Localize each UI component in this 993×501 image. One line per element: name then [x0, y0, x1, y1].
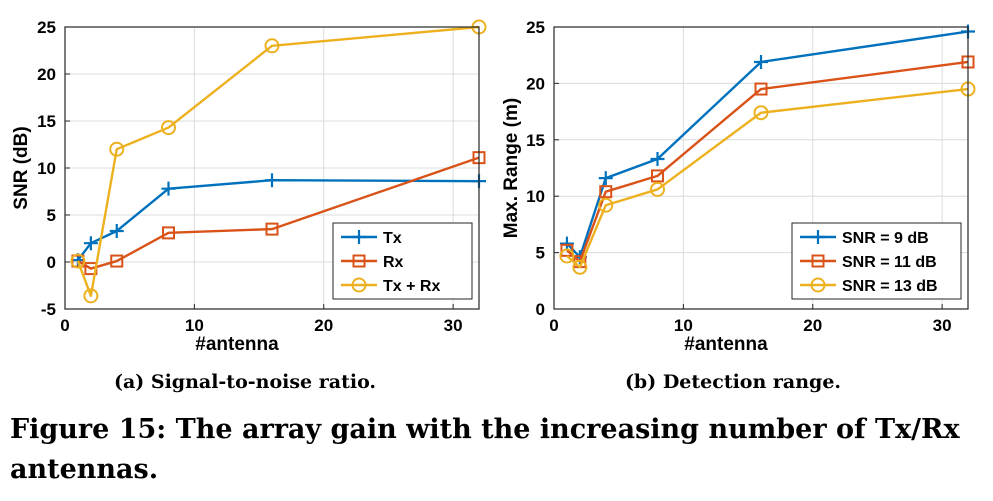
legend-marker	[810, 277, 826, 293]
data-point	[572, 259, 588, 275]
data-point	[650, 181, 665, 197]
data-point	[754, 82, 768, 96]
data-point	[599, 185, 613, 199]
x-tick-label: 30	[933, 316, 952, 335]
x-tick-label: 0	[60, 316, 69, 335]
y-tick-label: 15	[37, 112, 56, 131]
data-point	[650, 151, 665, 166]
y-tick-label: 25	[526, 18, 545, 37]
y-tick-label: 25	[37, 18, 56, 37]
x-tick-label: 10	[674, 316, 693, 335]
data-point	[753, 105, 769, 121]
x-axis-label: #antenna	[195, 334, 279, 355]
y-tick-label: 0	[47, 253, 56, 272]
x-tick-label: 30	[444, 316, 463, 335]
data-point	[109, 141, 125, 157]
y-tick-label: 20	[37, 65, 56, 84]
subfigure-caption: (b) Detection range.	[625, 371, 841, 393]
series-line-0	[566, 30, 969, 259]
y-tick-label: 0	[536, 300, 545, 319]
series-line-1	[77, 156, 480, 270]
y-tick-label: 5	[47, 206, 56, 225]
data-point	[70, 253, 86, 269]
axes-box	[553, 26, 969, 310]
legend-label: SNR = 11 dB	[842, 254, 937, 271]
data-point	[651, 169, 664, 183]
data-point	[110, 254, 124, 268]
data-point	[598, 171, 613, 186]
legend-label: Tx + Rx	[383, 278, 440, 295]
data-point	[598, 197, 614, 213]
data-point	[109, 223, 124, 238]
chart-detection-range: 0 10 20 30 0 5 10 15 20 25 #antenna Max. Range (m) S…	[501, 18, 976, 393]
y-axis-label: Max. Range (m)	[501, 98, 522, 238]
legend-marker	[811, 230, 825, 244]
x-axis-label: #antenna	[684, 334, 768, 355]
legend-marker	[352, 254, 366, 268]
data-point	[559, 236, 574, 251]
y-tick-label: 10	[526, 187, 545, 206]
y-tick-label: 15	[526, 131, 545, 150]
x-tick-label: 0	[549, 316, 558, 335]
data-point	[83, 236, 98, 251]
x-tick-label: 20	[314, 316, 333, 335]
legend-marker	[811, 254, 825, 268]
y-tick-label: 5	[536, 244, 545, 263]
series-line-1	[566, 60, 969, 263]
series-line-0	[76, 179, 480, 261]
legend-label: SNR = 9 dB	[842, 230, 929, 247]
y-tick-label: 10	[37, 159, 56, 178]
x-tick-label: 20	[803, 316, 822, 335]
y-axis-label: SNR (dB)	[11, 126, 32, 209]
data-point	[162, 226, 175, 240]
data-point	[161, 181, 176, 196]
legend-label: Rx	[383, 254, 404, 271]
x-tick-label: 10	[185, 316, 204, 335]
y-tick-label: 20	[526, 74, 545, 93]
legend-marker	[352, 230, 366, 244]
data-point	[560, 243, 574, 257]
data-point	[83, 288, 99, 304]
figure-caption: Figure 15: The array gain with the incre…	[10, 414, 960, 485]
data-point	[264, 38, 280, 54]
series-line-2	[566, 87, 969, 269]
data-point	[161, 120, 176, 136]
data-point	[754, 54, 768, 69]
subfigure-caption: (a) Signal-to-noise ratio.	[114, 371, 376, 393]
legend-label: SNR = 13 dB	[842, 278, 938, 295]
y-tick-label: -5	[41, 300, 56, 319]
data-point	[265, 222, 279, 236]
legend-marker	[351, 277, 367, 293]
data-point	[559, 248, 575, 264]
data-point	[265, 173, 279, 188]
legend-label: Tx	[383, 230, 402, 247]
